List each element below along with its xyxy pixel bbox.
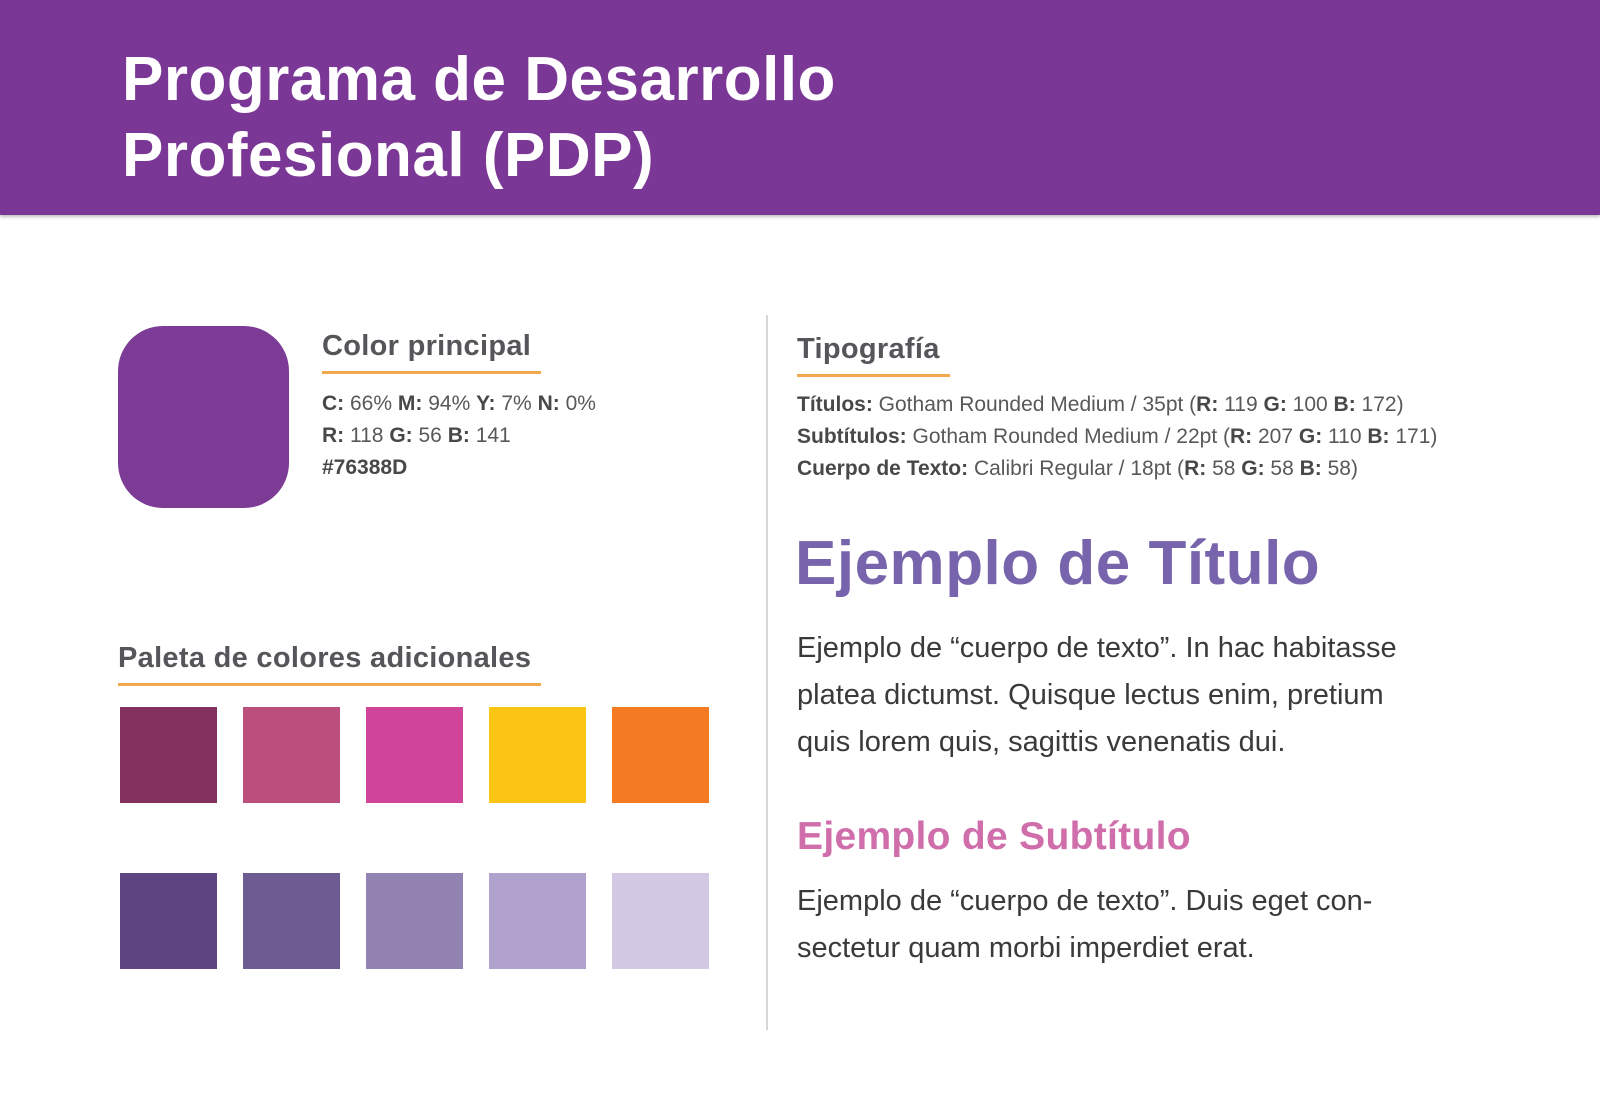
palette-row1-swatch-4 [489, 707, 586, 803]
palette-row1-swatch-2 [243, 707, 340, 803]
spec-line: C: 66% M: 94% Y: 7% N: 0% [322, 392, 596, 415]
palette-row1-swatch-1 [120, 707, 217, 803]
palette-row2-swatch-1 [120, 873, 217, 969]
text-line: Programa de Desarrollo [122, 45, 836, 114]
column-divider [766, 315, 768, 1030]
palette-heading: Paleta de colores adicionales [118, 642, 542, 686]
palette-row1-swatch-3 [366, 707, 463, 803]
example-body-2: Ejemplo de “cuerpo de texto”. Duis eget … [797, 878, 1372, 972]
color-principal-section: Color principal C: 66% M: 94% Y: 7% N: 0… [322, 330, 596, 484]
text-line: platea dictumst. Quisque lectus enim, pr… [797, 679, 1384, 711]
spec-line: Subtítulos: Gotham Rounded Medium / 22pt… [797, 425, 1438, 448]
text-line: Profesional (PDP) [122, 121, 655, 190]
palette-row2-swatch-2 [243, 873, 340, 969]
text-line: Ejemplo de “cuerpo de texto”. Duis eget … [797, 885, 1373, 917]
palette-row2-swatch-5 [612, 873, 709, 969]
page-title: Programa de Desarrollo Profesional (PDP) [122, 42, 1600, 194]
palette-row2-swatch-3 [366, 873, 463, 969]
palette-row-1 [120, 707, 709, 803]
palette-row-2 [120, 873, 709, 969]
spec-line: Cuerpo de Texto: Calibri Regular / 18pt … [797, 457, 1358, 480]
spec-line: #76388D [322, 456, 408, 479]
example-body-1: Ejemplo de “cuerpo de texto”. In hac hab… [797, 625, 1397, 766]
primary-color-swatch [118, 326, 289, 508]
text-line: Ejemplo de “cuerpo de texto”. In hac hab… [797, 632, 1397, 664]
spec-line: R: 118 G: 56 B: 141 [322, 424, 511, 447]
color-principal-heading: Color principal [322, 330, 542, 374]
tipografia-heading: Tipografía [797, 333, 950, 377]
palette-row2-swatch-4 [489, 873, 586, 969]
palette-row1-swatch-5 [612, 707, 709, 803]
color-principal-specs: C: 66% M: 94% Y: 7% N: 0% R: 118 G: 56 B:… [322, 388, 596, 484]
tipografia-specs: Títulos: Gotham Rounded Medium / 35pt (R… [797, 389, 1437, 485]
example-subtitle: Ejemplo de Subtítulo [797, 815, 1191, 858]
tipografia-section: Tipografía Títulos: Gotham Rounded Mediu… [797, 333, 1437, 485]
spec-line: Títulos: Gotham Rounded Medium / 35pt (R… [797, 393, 1404, 416]
header-banner: Programa de Desarrollo Profesional (PDP) [0, 0, 1600, 215]
palette-section: Paleta de colores adicionales [118, 642, 542, 686]
example-title: Ejemplo de Título [795, 529, 1321, 598]
text-line: sectetur quam morbi imperdiet erat. [797, 932, 1255, 964]
text-line: quis lorem quis, sagittis venenatis dui. [797, 726, 1286, 758]
